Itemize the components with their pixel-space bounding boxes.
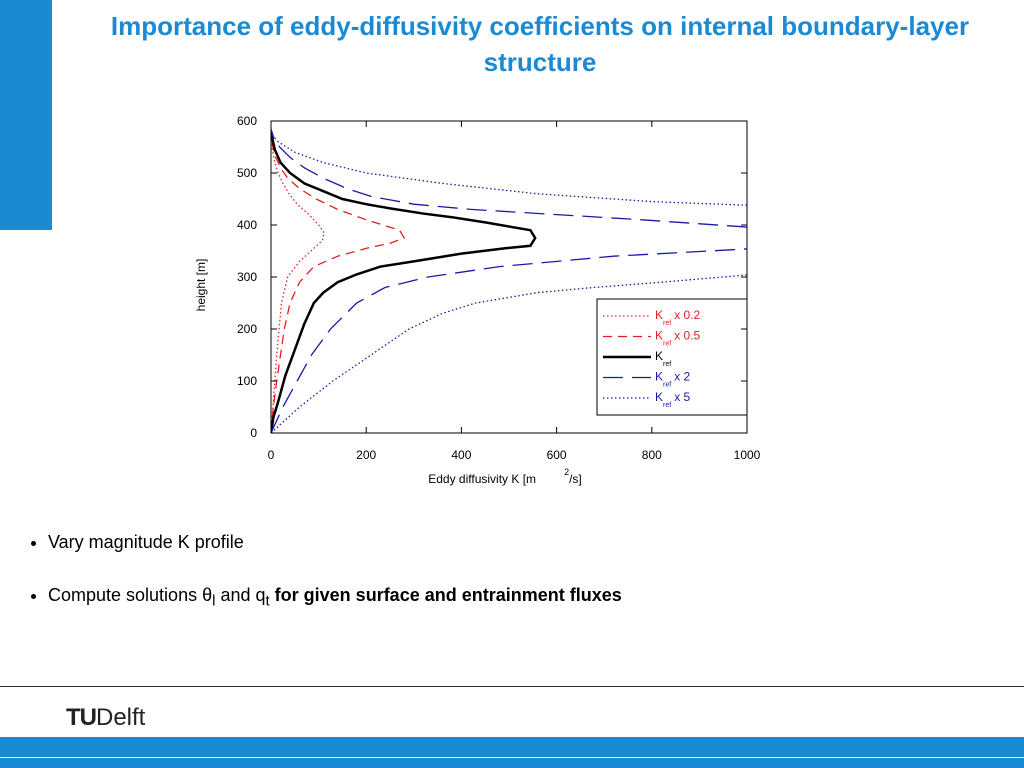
legend-text: K [655, 349, 663, 363]
subscript: l [212, 592, 216, 610]
footer-rule [0, 686, 1024, 687]
symbol: θ [202, 585, 213, 605]
series-line [271, 133, 406, 433]
x-axis-label: Eddy diffusivity K [m 2/s] [428, 467, 582, 486]
x-label-sup: 2 [564, 467, 569, 477]
bullet-text: Vary magnitude K profile [48, 532, 244, 552]
logo-delft: Delft [96, 704, 146, 731]
logo-tu: TU [66, 704, 97, 731]
x-tick-label: 400 [451, 448, 471, 462]
legend-text: x 5 [674, 390, 690, 404]
bullet-text: and q [215, 585, 266, 605]
legend-sub: ref [663, 320, 671, 327]
legend-label: Kref [655, 349, 671, 368]
bullet: Vary magnitude K profile [48, 532, 622, 553]
logo: TUDelft [66, 704, 145, 732]
legend-text: x 2 [674, 370, 690, 384]
x-tick-label: 600 [547, 448, 567, 462]
y-tick-label: 100 [237, 374, 257, 388]
legend-label: Krefx 5 [655, 390, 691, 409]
series-line [271, 131, 537, 433]
y-tick-label: 600 [237, 114, 257, 128]
y-tick-label: 200 [237, 322, 257, 336]
legend-label: Krefx 0.2 [655, 308, 701, 327]
x-tick-label: 200 [356, 448, 376, 462]
x-tick-label: 0 [268, 448, 275, 462]
legend-label: Krefx 2 [655, 370, 691, 389]
series-line [271, 128, 747, 433]
y-tick-label: 300 [237, 270, 257, 284]
chart: Eddy diffusivity K [m 2/s] height [m] 0 20… [194, 114, 761, 486]
legend-text: x 0.5 [674, 329, 700, 343]
subscript: t [265, 592, 270, 610]
legend-sub: ref [663, 382, 671, 389]
bullet-list: Vary magnitude K profile Compute solutio… [28, 532, 622, 642]
y-tick-label: 0 [250, 426, 257, 440]
footer-band [0, 737, 1024, 768]
legend-label: Krefx 0.5 [655, 329, 701, 348]
bullet-text-bold: for given surface and entrainment fluxes [269, 585, 622, 605]
legend-text: K [655, 370, 663, 384]
footer-line [0, 757, 1024, 758]
bullet: Compute solutions θl and qt for given su… [48, 585, 622, 610]
x-tick-label: 800 [642, 448, 662, 462]
legend-text: x 0.2 [674, 308, 700, 322]
legend-sub: ref [663, 402, 671, 409]
series-line [271, 133, 747, 433]
bullet-text: Compute solutions [48, 585, 203, 605]
legend-sub: ref [663, 361, 671, 368]
x-label-text: Eddy diffusivity K [m [428, 472, 536, 486]
y-tick-label: 500 [237, 166, 257, 180]
legend-text: K [655, 390, 663, 404]
x-tick-label: 1000 [734, 448, 761, 462]
legend-text: K [655, 308, 663, 322]
slide-title: Importance of eddy-diffusivity coefficie… [110, 11, 970, 77]
legend-sub: ref [663, 341, 671, 348]
y-tick-label: 400 [237, 218, 257, 232]
x-label-text: /s] [569, 472, 582, 486]
legend-text: K [655, 329, 663, 343]
y-axis-label: height [m] [194, 259, 208, 312]
accent-bar [0, 0, 52, 230]
